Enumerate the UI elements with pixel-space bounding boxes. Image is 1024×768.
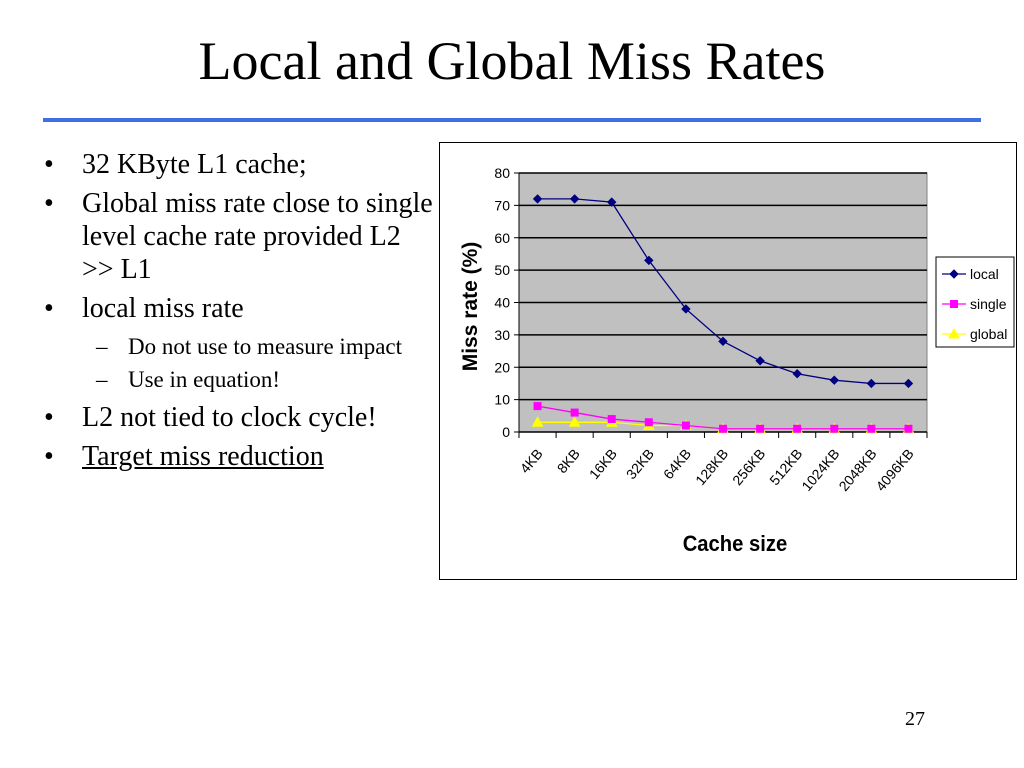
y-axis-title: Miss rate (%) [459, 242, 482, 372]
data-point-single [607, 415, 616, 424]
legend-marker-global [948, 327, 960, 339]
title-divider [43, 118, 981, 122]
data-point-single [533, 402, 542, 411]
y-tick-label: 0 [502, 424, 510, 440]
y-tick-label: 40 [494, 295, 510, 311]
x-tick-label: 128KB [692, 446, 731, 488]
y-tick-label: 50 [494, 262, 510, 278]
data-point-global [568, 416, 581, 427]
data-point-single [644, 418, 653, 427]
data-point-local [607, 197, 617, 207]
data-point-local [792, 369, 802, 379]
chart-frame: 0 10 20 30 40 50 60 70 80 4KB 8KB 16KB 32KB 64KB 128KB… [439, 142, 1017, 580]
underlined-bullet-text: Target miss reduction [82, 441, 324, 472]
data-point-local [644, 255, 654, 266]
x-tick-label: 16KB [586, 446, 620, 483]
data-point-single [830, 424, 839, 433]
x-tick-label: 2048KB [835, 446, 879, 494]
sub-bullet-item: Use in equation! [82, 364, 435, 395]
x-tick-label: 4KB [517, 446, 546, 477]
x-tick-label: 64KB [660, 446, 694, 483]
x-tick-label: 1024KB [798, 446, 842, 494]
bullet-item: Target miss reduction [40, 440, 435, 473]
data-point-local [903, 378, 914, 389]
data-point-single [681, 421, 690, 430]
y-tick-label: 80 [494, 165, 510, 181]
legend-marker-local [949, 269, 959, 279]
y-tick-label: 60 [494, 230, 510, 246]
y-tick-label: 20 [494, 359, 510, 375]
data-point-single [904, 424, 913, 433]
legend-label-local: local [970, 266, 999, 282]
bullet-item: 32 KByte L1 cache; [40, 148, 435, 181]
legend-box [935, 256, 1015, 348]
data-point-local [866, 378, 877, 389]
data-point-local [755, 356, 765, 366]
x-tick-label: 256KB [729, 446, 768, 488]
bullet-item: local miss rate Do not use to measure im… [40, 292, 435, 395]
data-point-local [829, 375, 839, 385]
y-tick-label: 70 [494, 197, 510, 213]
data-point-single [867, 424, 876, 433]
legend-label-single: single [970, 296, 1007, 312]
data-point-local [681, 304, 691, 314]
legend-label-global: global [970, 326, 1007, 342]
sub-bullet-list: Do not use to measure impact Use in equa… [82, 331, 435, 395]
y-tick-label: 30 [494, 327, 510, 343]
bullet-item: L2 not tied to clock cycle! [40, 401, 435, 434]
data-point-global [531, 416, 544, 427]
data-point-local [569, 194, 580, 204]
data-point-local [532, 194, 543, 204]
x-tick-label: 4096KB [872, 446, 916, 494]
x-tick-label: 8KB [554, 446, 583, 477]
data-point-local [718, 336, 728, 347]
data-point-single [719, 424, 727, 433]
miss-rate-chart: 0 10 20 30 40 50 60 70 80 4KB 8KB 16KB 32KB 64KB128KB… [459, 165, 1015, 556]
bullet-item: Global miss rate close to single level c… [40, 187, 435, 286]
y-tick-label: 10 [494, 392, 510, 408]
page-number: 27 [905, 708, 925, 730]
x-axis-title: Cache size [683, 532, 788, 556]
data-point-single [793, 424, 802, 433]
data-point-single [756, 424, 765, 433]
slide-title: Local and Global Miss Rates [198, 31, 826, 91]
x-tick-label: 32KB [623, 446, 657, 483]
sub-bullet-item: Do not use to measure impact [82, 331, 435, 362]
bullet-list: 32 KByte L1 cache; Global miss rate clos… [40, 148, 435, 479]
data-point-single [570, 408, 579, 417]
legend-marker-single [950, 300, 958, 308]
